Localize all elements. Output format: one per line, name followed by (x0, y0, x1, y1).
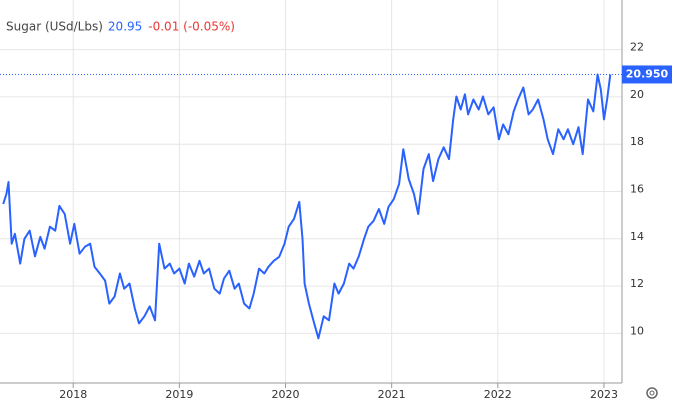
y-tick-label: 22 (630, 41, 644, 54)
settings-icon[interactable] (646, 387, 658, 399)
y-tick-label: 10 (630, 324, 644, 337)
last-value: 20.95 (108, 20, 142, 34)
x-tick-label: 2019 (165, 388, 193, 401)
x-tick-label: 2022 (484, 388, 512, 401)
x-tick-label: 2021 (378, 388, 406, 401)
price-line (2, 73, 612, 340)
x-tick-label: 2020 (272, 388, 300, 401)
y-tick-label: 12 (630, 277, 644, 290)
series-name: Sugar (USd/Lbs) (6, 20, 103, 34)
y-tick-label: 14 (630, 230, 644, 243)
change: -0.01 (-0.05%) (148, 20, 235, 34)
y-tick-label: 18 (630, 135, 644, 148)
gear-center[interactable] (649, 390, 655, 396)
y-tick-label: 16 (630, 183, 644, 196)
x-tick-label: 2018 (59, 388, 87, 401)
last-price-box (622, 65, 672, 84)
last-price-label: 20.950 (626, 67, 669, 80)
y-tick-label: 20 (630, 88, 644, 101)
x-tick-label: 2023 (590, 388, 618, 401)
gear[interactable] (646, 387, 658, 399)
